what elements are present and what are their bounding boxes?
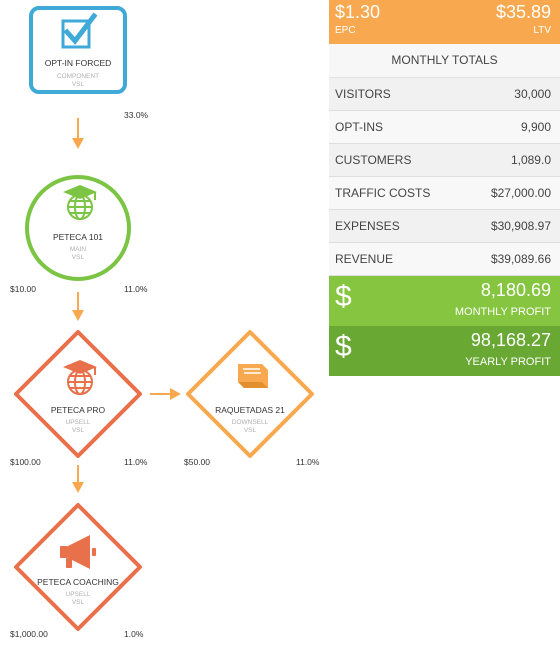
node-title: PETECA COACHING — [37, 577, 119, 587]
conversion-rate: 33.0% — [124, 110, 149, 120]
node-title: RAQUETADAS 21 — [215, 405, 285, 415]
monthly-profit-box: $ 8,180.69 MONTHLY PROFIT — [329, 276, 560, 326]
peteca-coaching-node-shape[interactable] — [14, 503, 142, 631]
row-label: TRAFFIC COSTS — [335, 186, 431, 200]
row-value: $30,908.97 — [490, 219, 551, 233]
funnel-arrow — [72, 118, 84, 149]
funnel-arrow — [150, 388, 181, 400]
node-type: UPSELL — [65, 419, 91, 426]
peteca-101-node-shape[interactable] — [25, 175, 131, 281]
node-price: $1,000.00 — [10, 629, 48, 639]
checkbox-icon — [61, 12, 98, 49]
totals-row: VISITORS 30,000 — [329, 78, 560, 111]
megaphone-icon — [60, 535, 96, 569]
row-label: OPT-INS — [335, 120, 384, 134]
funnel-arrow — [72, 292, 84, 321]
row-label: REVENUE — [335, 252, 394, 266]
conversion-rate: 11.0% — [124, 284, 148, 294]
row-label: EXPENSES — [335, 219, 400, 233]
node-type: DOWNSELL — [231, 419, 269, 426]
node-subtype: VSL — [71, 81, 85, 88]
epc-value: $1.30 — [335, 2, 381, 22]
node-type: UPSELL — [65, 591, 91, 598]
opt-in-node-shape[interactable] — [29, 6, 127, 94]
totals-row: REVENUE $39,089.66 — [329, 243, 560, 276]
yearly-profit-box: $ 98,168.27 YEARLY PROFIT — [329, 326, 560, 376]
dollar-icon: $ — [335, 330, 352, 363]
row-value: 30,000 — [514, 87, 551, 101]
funnel-canvas — [14, 6, 314, 631]
monthly-totals-heading: MONTHLY TOTALS — [329, 44, 560, 78]
book-icon — [238, 364, 268, 388]
node-subtype: VSL — [243, 427, 257, 434]
row-value: 1,089.0 — [510, 153, 551, 167]
node-subtype: VSL — [71, 427, 85, 434]
ltv-value: $35.89 — [495, 2, 551, 22]
node-type: COMPONENT — [56, 73, 100, 80]
node-title: PETECA 101 — [52, 232, 104, 242]
conversion-rate: 11.0% — [124, 457, 148, 467]
node-price: $10.00 — [10, 284, 36, 294]
row-value: $27,000.00 — [490, 186, 551, 200]
row-value: 9,900 — [520, 120, 551, 134]
node-subtype: VSL — [71, 599, 85, 606]
node-price: $100.00 — [10, 457, 41, 467]
totals-row: TRAFFIC COSTS $27,000.00 — [329, 177, 560, 210]
epc-label: EPC — [335, 25, 356, 36]
node-type: MAIN — [69, 246, 87, 253]
row-label: VISITORS — [335, 87, 391, 101]
graduation-globe-icon — [63, 185, 97, 220]
funnel-arrow — [72, 465, 84, 493]
yearly-profit-value: 98,168.27 — [470, 330, 551, 350]
monthly-profit-label: MONTHLY PROFIT — [454, 306, 551, 318]
totals-row: CUSTOMERS 1,089.0 — [329, 144, 560, 177]
conversion-rate: 11.0% — [296, 457, 320, 467]
row-value: $39,089.66 — [490, 252, 551, 266]
monthly-profit-value: 8,180.69 — [480, 280, 551, 300]
node-title: PETECA PRO — [50, 405, 106, 415]
graduation-globe-icon — [63, 360, 97, 395]
totals-row: OPT-INS 9,900 — [329, 111, 560, 144]
totals-row: EXPENSES $30,908.97 — [329, 210, 560, 243]
node-title: OPT-IN FORCED — [44, 58, 112, 68]
dollar-icon: $ — [335, 280, 352, 313]
node-price: $50.00 — [184, 457, 210, 467]
raquetadas-node-shape[interactable] — [186, 330, 314, 458]
node-subtype: VSL — [71, 254, 85, 261]
summary-panel: $1.30 EPC $35.89 LTV MONTHLY TOTALS VISI… — [329, 0, 560, 376]
yearly-profit-label: YEARLY PROFIT — [465, 356, 551, 368]
conversion-rate: 1.0% — [124, 629, 144, 639]
ltv-label: LTV — [533, 25, 551, 36]
epc-ltv-header: $1.30 EPC $35.89 LTV — [329, 0, 560, 44]
row-label: CUSTOMERS — [335, 153, 412, 167]
